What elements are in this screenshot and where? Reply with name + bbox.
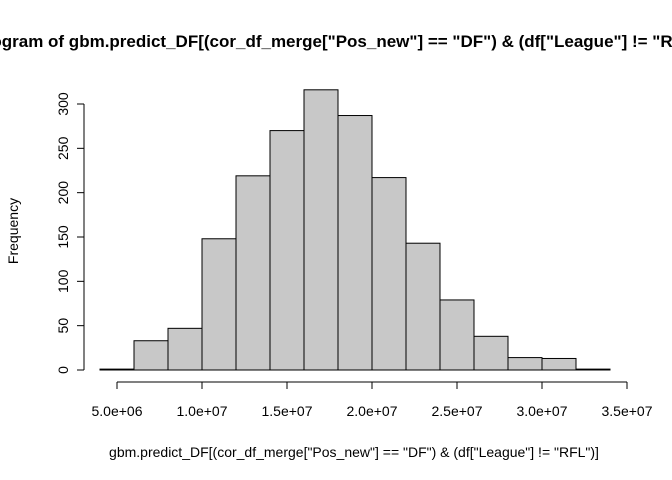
y-axis: 0 50 100 150 200 250 300 bbox=[55, 92, 85, 374]
histogram-bar-1 bbox=[133, 340, 169, 371]
y-tick-label-1: 50 bbox=[55, 318, 71, 334]
chart-title: Histogram of gbm.predict_DF[(cor_df_merg… bbox=[0, 32, 672, 51]
x-axis: 5.0e+06 1.0e+07 1.5e+07 2.0e+07 2.5e+07 3.0e+… bbox=[92, 381, 653, 419]
histogram-bar-8 bbox=[371, 177, 407, 371]
histogram-bar-9 bbox=[405, 242, 441, 371]
histogram-bar-12 bbox=[507, 357, 543, 371]
y-tick-label-4: 200 bbox=[55, 181, 71, 205]
x-tick-label-2: 1.5e+07 bbox=[262, 403, 313, 419]
histogram-bar-0 bbox=[99, 368, 135, 371]
x-tick-label-5: 3.0e+07 bbox=[517, 403, 568, 419]
histogram-bar-10 bbox=[439, 299, 475, 371]
histogram-bar-3 bbox=[201, 238, 237, 371]
y-tick-label-0: 0 bbox=[55, 366, 71, 374]
y-tick-label-5: 250 bbox=[55, 136, 71, 160]
x-tick-label-0: 5.0e+06 bbox=[92, 403, 143, 419]
histogram-bar-7 bbox=[337, 115, 373, 371]
histogram-bar-13 bbox=[541, 357, 577, 371]
x-tick-label-4: 2.5e+07 bbox=[432, 403, 483, 419]
histogram-bar-6 bbox=[303, 89, 339, 371]
x-tick-label-3: 2.0e+07 bbox=[347, 403, 398, 419]
x-axis-label: gbm.predict_DF[(cor_df_merge["Pos_new"] … bbox=[109, 444, 599, 460]
y-axis-label: Frequency bbox=[5, 198, 21, 264]
histogram-bar-5 bbox=[269, 130, 305, 371]
histogram-bar-4 bbox=[235, 175, 271, 371]
y-tick-label-3: 150 bbox=[55, 225, 71, 249]
y-tick-label-6: 300 bbox=[55, 92, 71, 116]
bars-group bbox=[99, 89, 611, 371]
x-tick-label-6: 3.5e+07 bbox=[602, 403, 653, 419]
y-tick-label-2: 100 bbox=[55, 269, 71, 293]
histogram-bar-2 bbox=[167, 327, 203, 371]
histogram-bar-11 bbox=[473, 335, 509, 371]
x-tick-label-1: 1.0e+07 bbox=[177, 403, 228, 419]
histogram-bar-14 bbox=[575, 368, 611, 371]
